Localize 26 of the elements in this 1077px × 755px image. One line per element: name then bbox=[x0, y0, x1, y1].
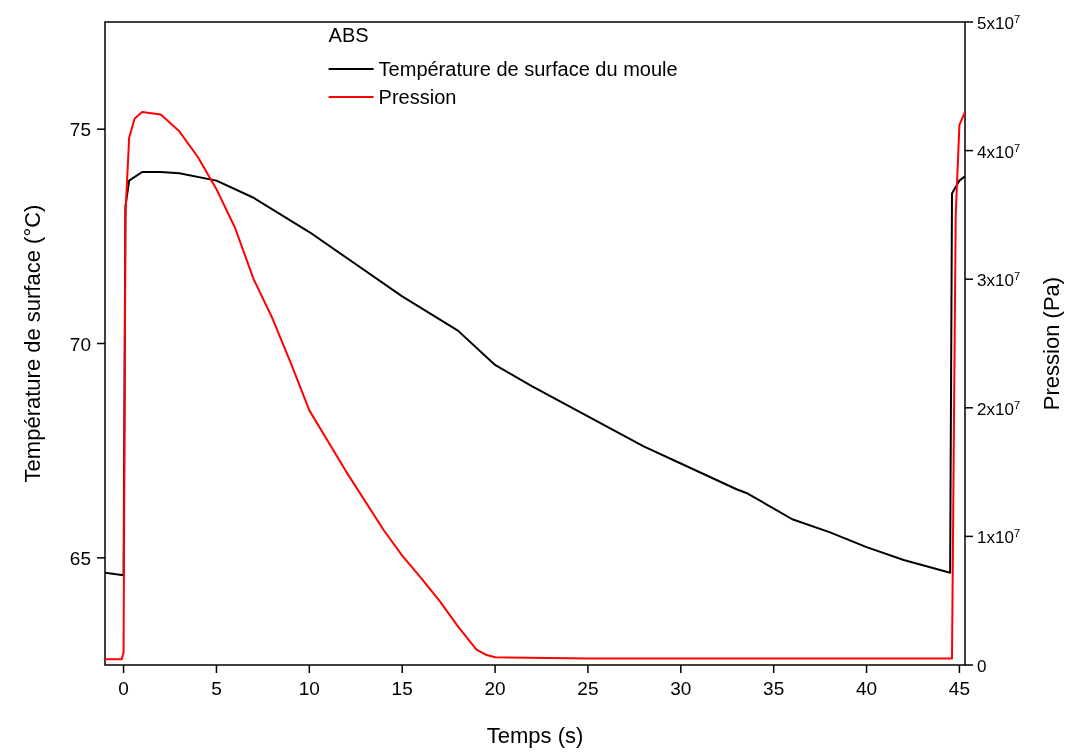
y2-tick-label: 3x10$^{7}$ bbox=[977, 270, 1021, 291]
x-axis-title: Temps (s) bbox=[486, 723, 584, 748]
y2-axis-title: Pression (Pa) bbox=[1039, 276, 1064, 411]
x-tick-label: 0 bbox=[118, 678, 129, 699]
y2-tick-label: 1x10$^{7}$ bbox=[977, 527, 1021, 548]
y2-tick-label: 4x10$^{7}$ bbox=[977, 141, 1021, 162]
x-tick-label: 10 bbox=[298, 678, 320, 699]
y-axis-title: Température de surface (°C) bbox=[20, 204, 45, 483]
x-tick-label: 20 bbox=[484, 678, 506, 699]
x-tick-label: 45 bbox=[948, 678, 970, 699]
x-tick-label: 25 bbox=[577, 678, 599, 699]
x-tick-label: 35 bbox=[763, 678, 785, 699]
x-tick-label: 15 bbox=[391, 678, 413, 699]
x-tick-label: 40 bbox=[855, 678, 878, 699]
x-tick-label: 30 bbox=[670, 678, 692, 699]
y2-tick-label: 5x10$^{7}$ bbox=[977, 13, 1021, 33]
x-tick-label: 5 bbox=[211, 678, 222, 699]
y2-tick-label: 2x10$^{7}$ bbox=[977, 398, 1021, 419]
legend-title: ABS bbox=[328, 24, 369, 46]
y2-tick-label: 0 bbox=[977, 657, 987, 676]
legend-label: Température de surface du moule bbox=[378, 58, 678, 80]
y-tick-label: 65 bbox=[69, 547, 91, 569]
line-series bbox=[105, 111, 965, 661]
legend-label: Pression bbox=[378, 86, 457, 108]
y-tick-label: 75 bbox=[69, 119, 91, 141]
y-tick-label: 70 bbox=[69, 333, 91, 355]
